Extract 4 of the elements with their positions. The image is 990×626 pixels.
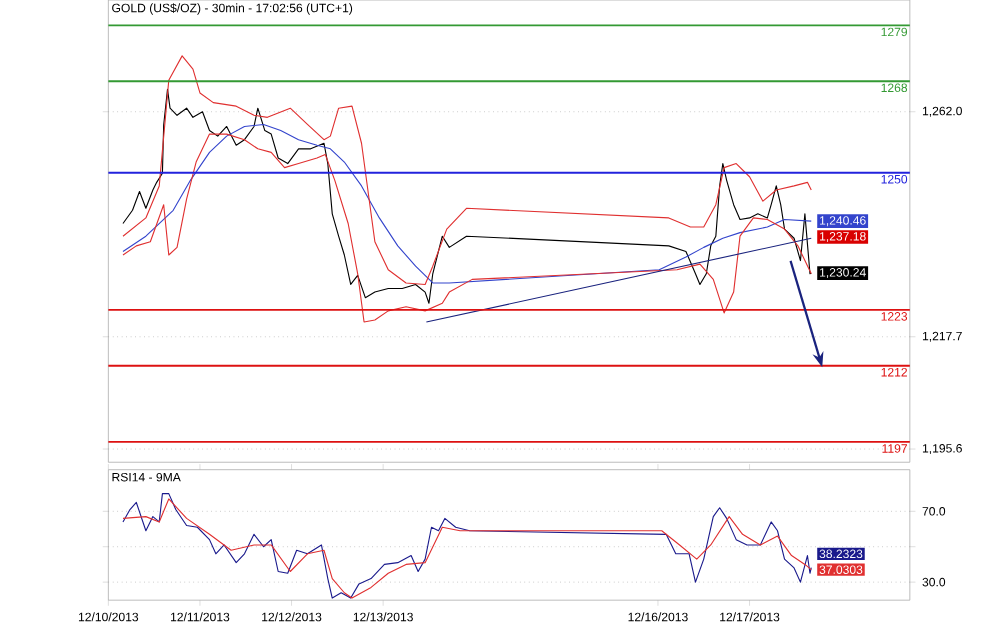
line-series [122, 133, 812, 323]
line-series [122, 123, 812, 284]
line-series [122, 88, 812, 304]
line-series [122, 55, 812, 285]
